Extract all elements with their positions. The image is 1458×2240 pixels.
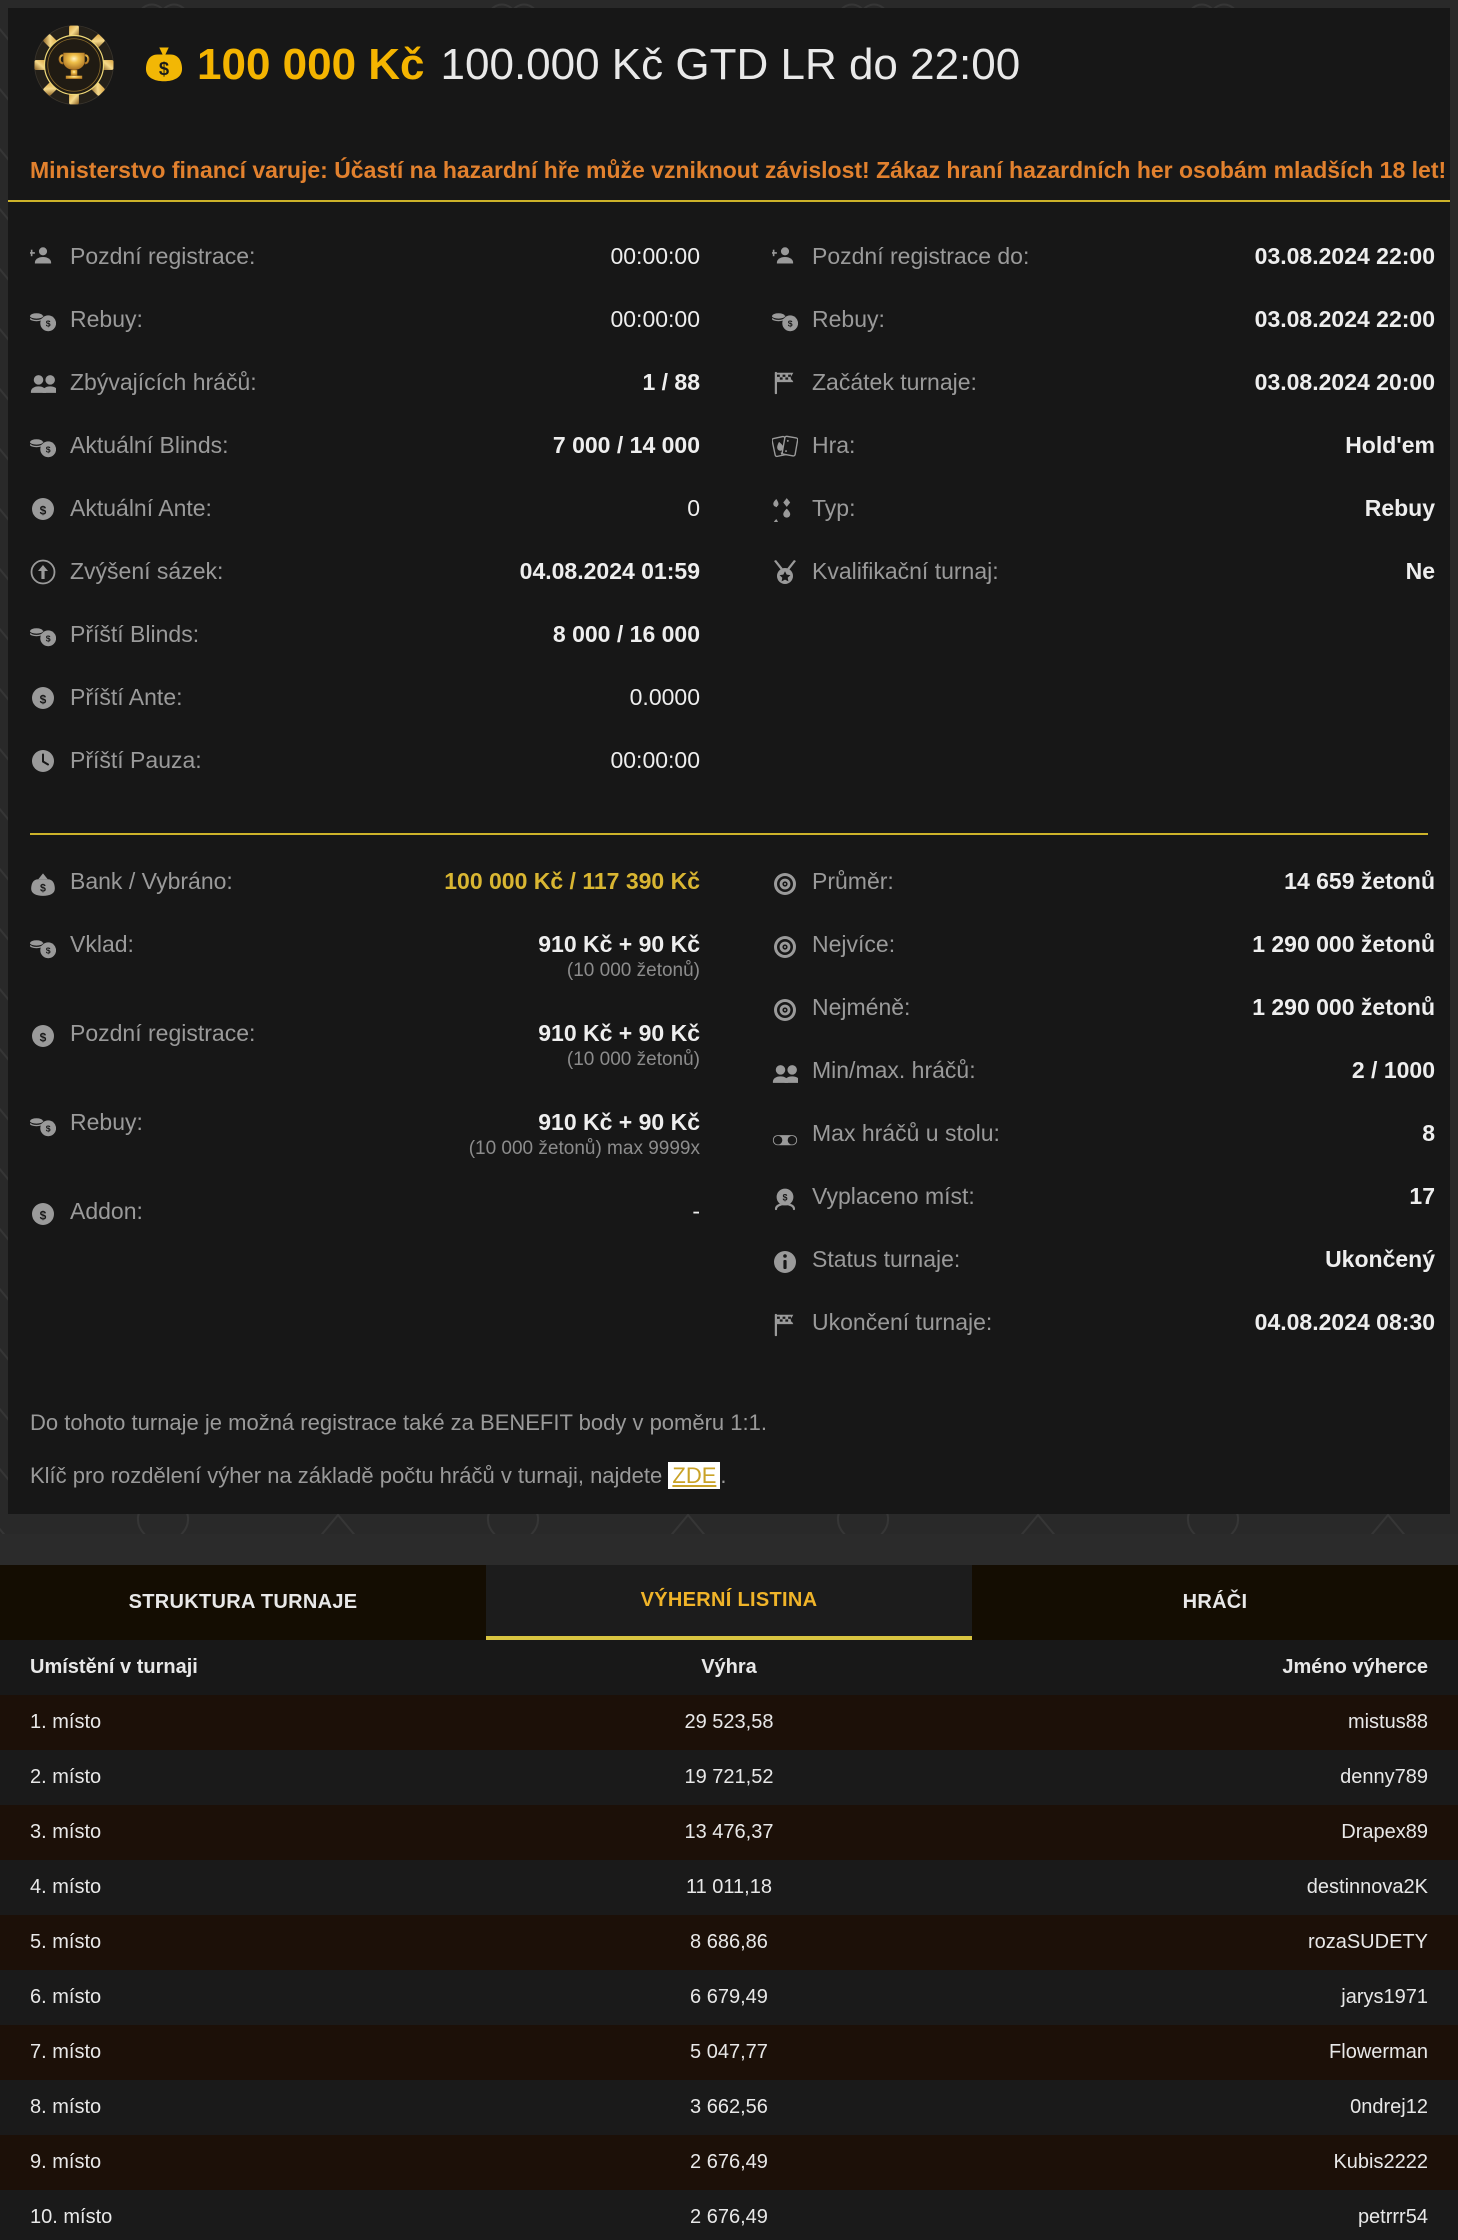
- svg-text:$: $: [159, 57, 169, 78]
